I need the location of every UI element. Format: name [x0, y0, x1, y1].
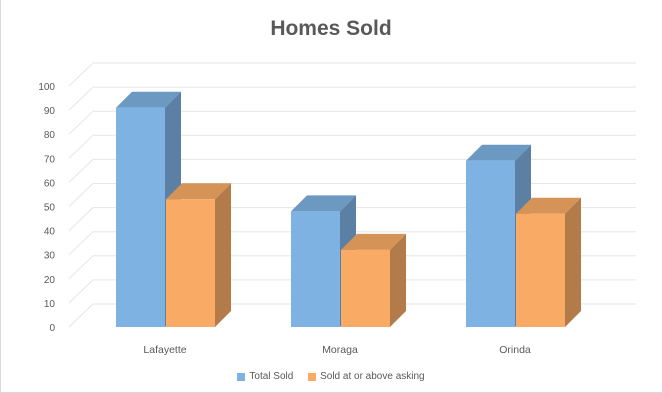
gridline-side-10	[68, 62, 94, 87]
legend-item-sold-above-asking: Sold at or above asking	[308, 371, 425, 382]
bar-sold-at-or-above-asking-orinda	[516, 213, 565, 327]
bar-side-sold-at-or-above-asking-lafayette	[215, 183, 231, 327]
bar-side-sold-at-or-above-asking-orinda	[565, 197, 581, 327]
bar-side-sold-at-or-above-asking-moraga	[390, 233, 406, 327]
gridline-side-8	[68, 110, 94, 135]
bar-top-sold-at-or-above-asking-moraga	[341, 233, 406, 250]
bar-sold-at-or-above-asking-moraga	[341, 249, 390, 327]
bar-top-total-sold-orinda	[466, 144, 531, 161]
bar-top-total-sold-lafayette	[116, 91, 181, 108]
gridline-side-4	[68, 207, 94, 231]
y-tick-label: 20	[44, 275, 56, 286]
bar-sold-at-or-above-asking-lafayette	[166, 199, 215, 327]
gridline-side-3	[68, 231, 94, 256]
bar-top-sold-at-or-above-asking-lafayette	[166, 183, 231, 200]
bar-total-sold-orinda	[466, 160, 515, 327]
gridline-side-1	[68, 279, 94, 304]
y-tick-label: 70	[44, 154, 56, 165]
gridline-side-0	[68, 303, 94, 328]
bar-total-sold-lafayette	[116, 107, 165, 327]
x-tick-label: Lafayette	[143, 344, 186, 356]
bar-top-total-sold-moraga	[291, 195, 356, 212]
y-tick-label: 100	[38, 82, 55, 93]
legend-swatch-sold-above-asking	[308, 372, 317, 381]
chart-title: Homes Sold	[270, 17, 392, 40]
gridline-side-5	[68, 183, 94, 207]
y-tick-label: 90	[44, 106, 56, 117]
y-tick-label: 10	[44, 299, 56, 310]
y-tick-label: 50	[44, 203, 56, 214]
legend-swatch-total-sold	[237, 372, 246, 381]
y-tick-label: 60	[44, 178, 56, 189]
bar-top-sold-at-or-above-asking-orinda	[516, 197, 581, 214]
x-tick-label: Orinda	[499, 344, 531, 356]
gridline-side-7	[68, 134, 94, 159]
x-tick-label: Moraga	[322, 344, 358, 356]
y-tick-label: 0	[49, 323, 55, 334]
gridline-side-9	[68, 86, 94, 111]
gridline-side-6	[68, 159, 94, 183]
legend-item-total-sold: Total Sold	[237, 371, 293, 382]
legend-label-sold-above-asking: Sold at or above asking	[320, 371, 425, 382]
bar-total-sold-moraga	[291, 211, 340, 327]
y-tick-label: 30	[44, 251, 56, 262]
gridline-side-2	[68, 255, 94, 280]
legend-label-total-sold: Total Sold	[249, 371, 294, 382]
y-tick-label: 80	[44, 130, 56, 141]
y-tick-label: 40	[44, 227, 56, 238]
chart-legend: Total Sold Sold at or above asking	[0, 371, 662, 384]
